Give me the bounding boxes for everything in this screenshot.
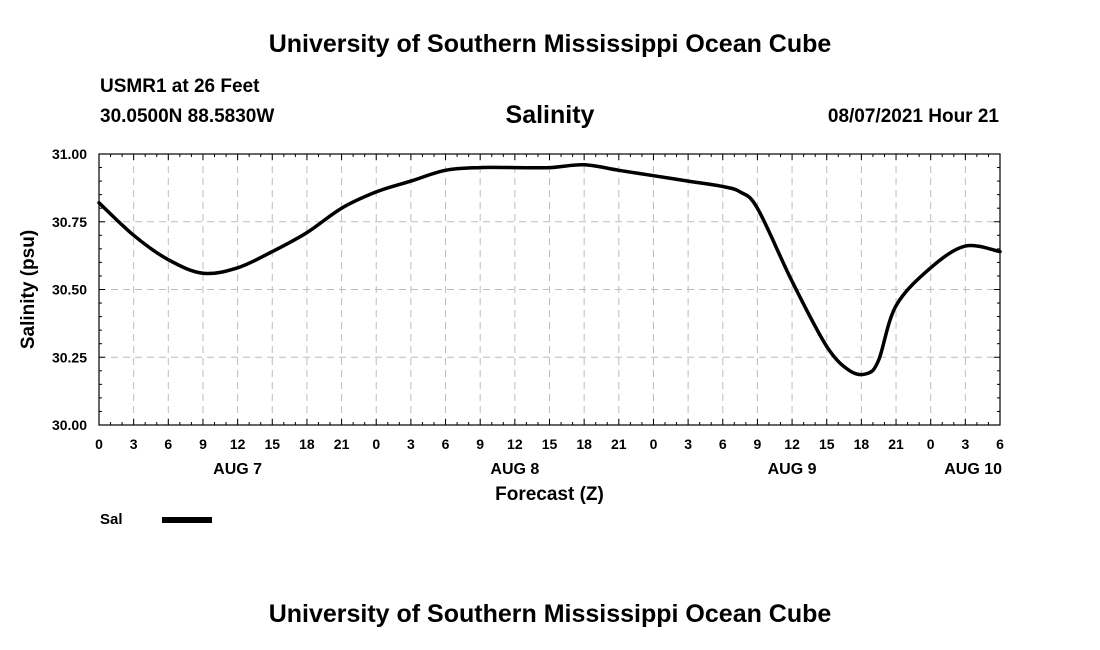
x-tick-label: 15 xyxy=(542,436,558,452)
y-tick-label: 30.75 xyxy=(52,214,87,230)
x-tick-label: 15 xyxy=(819,436,835,452)
axes xyxy=(98,153,1001,426)
x-tick-label: 12 xyxy=(784,436,800,452)
x-tick-label: 6 xyxy=(719,436,727,452)
x-date-label: AUG 10 xyxy=(944,461,1002,478)
coordinates-label: 30.0500N 88.5830W xyxy=(100,106,275,127)
x-tick-label: 9 xyxy=(199,436,207,452)
x-tick-label: 18 xyxy=(299,436,315,452)
x-tick-label: 3 xyxy=(684,436,692,452)
x-tick-label: 6 xyxy=(996,436,1004,452)
x-tick-label: 18 xyxy=(576,436,592,452)
x-tick-label: 21 xyxy=(334,436,350,452)
y-tick-label: 30.25 xyxy=(52,349,87,365)
forecast-datetime: 08/07/2021 Hour 21 xyxy=(827,106,999,127)
x-date-label: AUG 8 xyxy=(490,461,539,478)
x-tick-label: 21 xyxy=(888,436,904,452)
x-tick-label: 0 xyxy=(927,436,935,452)
x-tick-label: 6 xyxy=(164,436,172,452)
series-line-sal xyxy=(97,163,1002,377)
grid xyxy=(99,154,1000,425)
x-tick-label: 9 xyxy=(476,436,484,452)
station-label: USMR1 at 26 Feet xyxy=(100,76,260,97)
page-title: University of Southern Mississippi Ocean… xyxy=(268,30,832,58)
x-tick-label: 18 xyxy=(854,436,870,452)
x-tick-label: 0 xyxy=(650,436,658,452)
legend: Sal xyxy=(100,511,212,528)
x-date-label: AUG 9 xyxy=(768,461,817,478)
x-tick-label: 0 xyxy=(95,436,103,452)
y-tick-label: 31.00 xyxy=(52,146,87,162)
x-tick-label: 9 xyxy=(754,436,762,452)
x-tick-label: 15 xyxy=(264,436,280,452)
legend-label: Sal xyxy=(100,511,123,528)
x-axis-title: Forecast (Z) xyxy=(495,484,604,505)
x-tick-label: 12 xyxy=(230,436,246,452)
y-tick-label: 30.50 xyxy=(52,282,87,298)
y-tick-label: 30.00 xyxy=(52,417,87,433)
footer-title: University of Southern Mississippi Ocean… xyxy=(268,600,832,628)
axis-labels: 0 3 6 9 12 15 18 21 0 3 6 9 12 15 18 21 0 3 6 9 12 15 18 21 0 3 6 A… xyxy=(18,146,1004,505)
x-tick-label: 3 xyxy=(130,436,138,452)
x-tick-label: 12 xyxy=(507,436,523,452)
y-axis-title: Salinity (psu) xyxy=(18,230,39,349)
x-tick-label: 21 xyxy=(611,436,627,452)
x-tick-label: 3 xyxy=(407,436,415,452)
chart-title: Salinity xyxy=(505,101,595,129)
x-tick-label: 6 xyxy=(442,436,450,452)
series-layer xyxy=(97,163,1002,377)
x-date-label: AUG 7 xyxy=(213,461,262,478)
x-tick-label: 3 xyxy=(961,436,969,452)
x-tick-label: 0 xyxy=(372,436,380,452)
